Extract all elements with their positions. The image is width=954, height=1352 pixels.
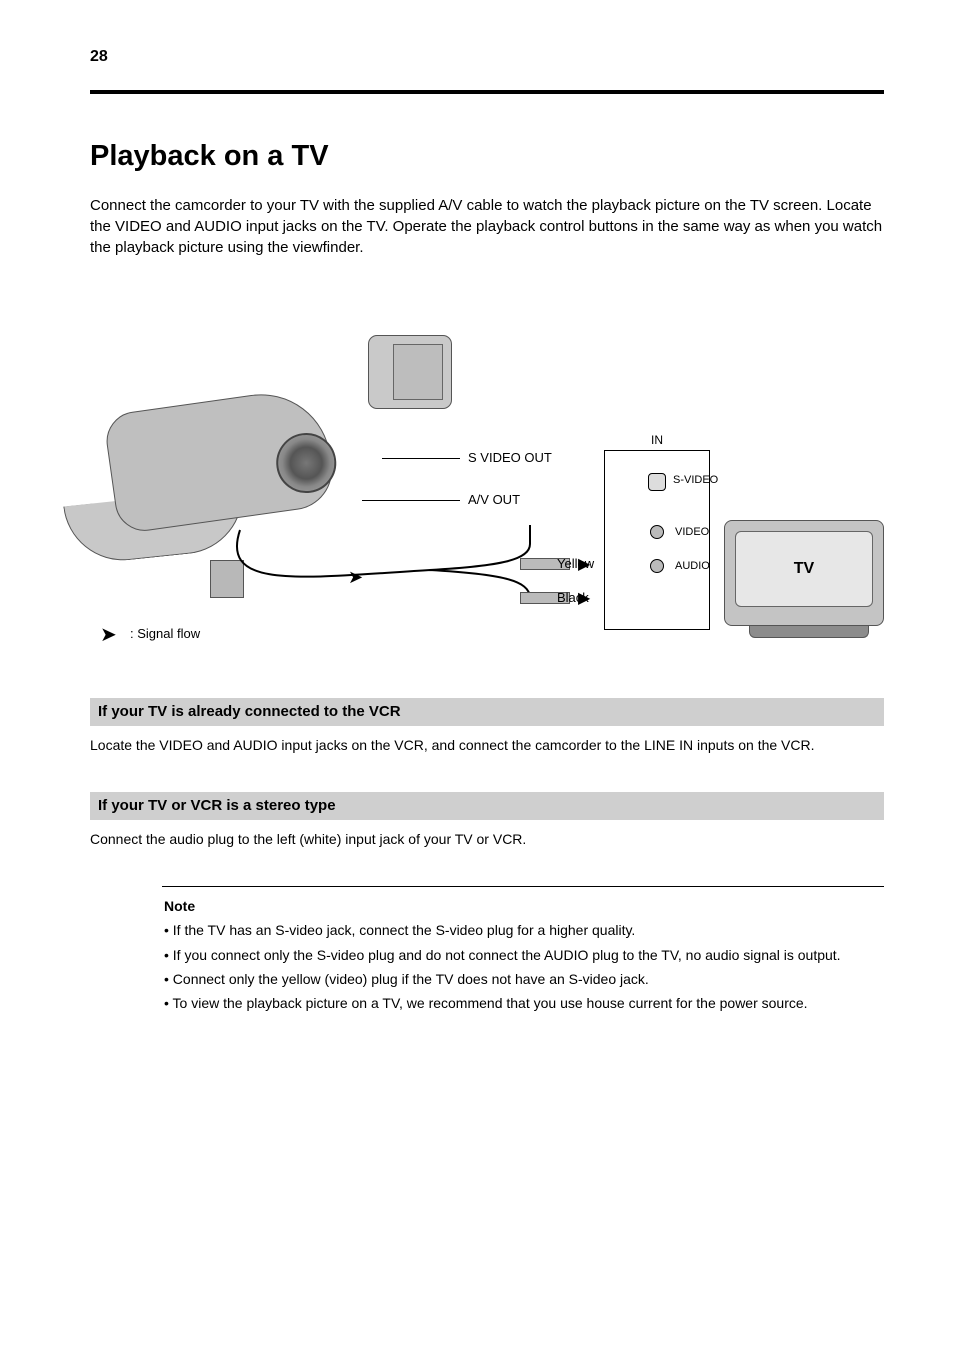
tv-base (749, 626, 869, 638)
note-item: • If the TV has an S-video jack, connect… (90, 920, 884, 940)
jack-audio-label: AUDIO (675, 560, 710, 572)
leader-line-svideo (382, 458, 460, 459)
section-vcr-heading: If your TV is already connected to the V… (90, 698, 884, 726)
page-title: Playback on a TV (90, 140, 329, 173)
flow-arrow-inline: ➤ (348, 567, 363, 588)
callout-closeup (368, 335, 452, 409)
note-rule (162, 886, 884, 887)
note-label: Note (164, 896, 884, 916)
arrow-to-audio: ▶ (578, 588, 590, 608)
section-stereo-body: Connect the audio plug to the left (whit… (90, 830, 884, 850)
section-stereo: If your TV or VCR is a stereo type Conne… (90, 792, 884, 850)
intro-text: Connect the camcorder to your TV with th… (90, 195, 884, 258)
tv-body: TV (724, 520, 884, 626)
tv-screen-label: TV (735, 531, 873, 607)
note-item: • To view the playback picture on a TV, … (90, 993, 884, 1013)
jack-video-label: VIDEO (675, 526, 709, 538)
connection-diagram: S VIDEO OUT A/V OUT ➤ Yellow Black ▶ ▶ I… (90, 330, 884, 670)
signal-flow-arrow-icon: ➤ (100, 622, 117, 647)
note-item: • Connect only the yellow (video) plug i… (90, 969, 884, 989)
jack-svideo: S-VIDEO (648, 473, 666, 491)
signal-flow-label: : Signal flow (130, 626, 200, 641)
jack-video: VIDEO (650, 525, 664, 539)
jack-svideo-label: S-VIDEO (673, 474, 718, 486)
cable-path (180, 520, 610, 630)
leader-line-avout (362, 500, 460, 501)
tv-panel-header: IN (605, 433, 709, 447)
page-number: 28 (90, 48, 108, 66)
section-vcr: If your TV is already connected to the V… (90, 698, 884, 756)
callout-inner (393, 344, 443, 400)
camcorder-body (103, 385, 338, 534)
jack-audio: AUDIO (650, 559, 664, 573)
section-vcr-body: Locate the VIDEO and AUDIO input jacks o… (90, 736, 884, 756)
label-s-video-out: S VIDEO OUT (468, 450, 552, 465)
camcorder-lens (272, 429, 340, 497)
tv-illustration: TV (724, 520, 894, 650)
note-item: • If you connect only the S-video plug a… (90, 945, 884, 965)
arrow-to-video: ▶ (578, 554, 590, 574)
section-stereo-heading: If your TV or VCR is a stereo type (90, 792, 884, 820)
top-rule (90, 90, 884, 94)
notes-block: Note • If the TV has an S-video jack, co… (90, 896, 884, 1017)
label-av-out: A/V OUT (468, 492, 520, 507)
tv-input-panel: IN S-VIDEO VIDEO AUDIO (604, 450, 710, 630)
